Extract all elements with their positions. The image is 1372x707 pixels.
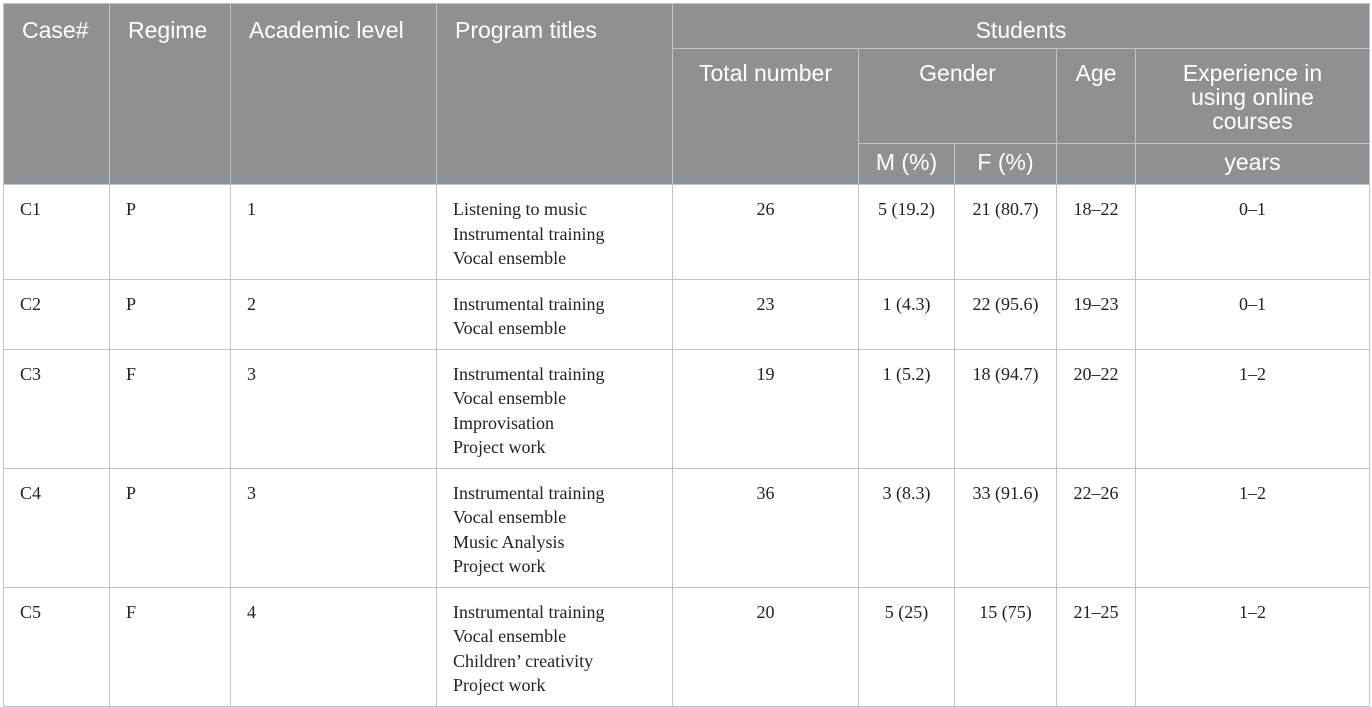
header-row-1: Case# Regime Academic level Program titl…: [3, 3, 1370, 185]
cell-age: 20–22: [1056, 348, 1136, 469]
cell-case: C4: [3, 467, 110, 588]
header-experience-label: Experience in using online courses: [1182, 60, 1323, 134]
program-title: Instrumental training: [453, 363, 605, 384]
cell-total: 26: [672, 184, 859, 280]
cell-programs: Instrumental training Vocal ensemble Chi…: [436, 586, 673, 707]
cell-level: 1: [230, 184, 437, 280]
cell-regime: F: [109, 348, 231, 469]
cell-regime: P: [109, 184, 231, 280]
cell-case: C3: [3, 348, 110, 469]
cell-programs: Listening to music Instrumental training…: [436, 184, 673, 280]
header-age-unit: [1056, 143, 1136, 185]
table-row: C2 P 2 Instrumental training Vocal ensem…: [3, 278, 1370, 350]
cell-case: C5: [3, 586, 110, 707]
table-body: C1 P 1 Listening to music Instrumental t…: [3, 184, 1370, 707]
cell-male: 1 (5.2): [858, 348, 955, 469]
cases-table: Case# Regime Academic level Program titl…: [3, 3, 1370, 707]
cell-programs: Instrumental training Vocal ensemble Imp…: [436, 348, 673, 469]
program-title: Children’ creativity: [453, 650, 594, 671]
header-female-pct: F (%): [954, 143, 1057, 185]
cell-total: 23: [672, 278, 859, 350]
program-title: Project work: [453, 675, 546, 695]
header-experience: Experience in using online courses: [1135, 48, 1370, 144]
header-male-pct: M (%): [858, 143, 955, 185]
header-case: Case#: [3, 3, 110, 185]
cell-total: 36: [672, 467, 859, 588]
cell-level: 3: [230, 467, 437, 588]
cell-age: 19–23: [1056, 278, 1136, 350]
header-row-3: M (%) F (%) years: [4, 143, 1370, 185]
table-row: C4 P 3 Instrumental training Vocal ensem…: [3, 467, 1370, 588]
cell-regime: F: [109, 586, 231, 707]
program-title: Instrumental training: [453, 293, 605, 314]
cell-female: 15 (75): [954, 586, 1057, 707]
header-academic-level: Academic level: [230, 3, 437, 185]
program-title: Vocal ensemble: [453, 388, 567, 408]
program-title: Instrumental training: [453, 482, 605, 503]
table-row: C5 F 4 Instrumental training Vocal ensem…: [3, 586, 1370, 707]
table-header: Case# Regime Academic level Program titl…: [3, 3, 1370, 185]
cell-experience: 1–2: [1135, 348, 1370, 469]
cell-female: 33 (91.6): [954, 467, 1057, 588]
header-years: years: [1135, 143, 1370, 185]
cell-experience: 1–2: [1135, 586, 1370, 707]
program-title: Instrumental training: [453, 223, 605, 244]
cell-level: 4: [230, 586, 437, 707]
program-title: Vocal ensemble: [453, 318, 567, 338]
cell-total: 20: [672, 586, 859, 707]
program-title: Listening to music: [453, 199, 587, 219]
header-total-number: Total number: [672, 48, 859, 185]
cell-experience: 0–1: [1135, 278, 1370, 350]
cell-experience: 1–2: [1135, 467, 1370, 588]
header-gender: Gender: [858, 48, 1057, 144]
cell-male: 5 (19.2): [858, 184, 955, 280]
header-age: Age: [1056, 48, 1136, 144]
cell-experience: 0–1: [1135, 184, 1370, 280]
program-title: Vocal ensemble: [453, 248, 567, 268]
cell-female: 21 (80.7): [954, 184, 1057, 280]
cell-programs: Instrumental training Vocal ensemble: [436, 278, 673, 350]
program-title: Instrumental training: [453, 601, 605, 622]
header-row-2: Total number Gender Age Experience in us…: [4, 48, 1370, 185]
cell-female: 22 (95.6): [954, 278, 1057, 350]
cell-male: 5 (25): [858, 586, 955, 707]
cell-programs: Instrumental training Vocal ensemble Mus…: [436, 467, 673, 588]
table-row: C1 P 1 Listening to music Instrumental t…: [3, 184, 1370, 280]
cell-case: C1: [3, 184, 110, 280]
cell-regime: P: [109, 467, 231, 588]
header-program-titles: Program titles: [436, 3, 673, 185]
program-title: Improvisation: [453, 412, 554, 433]
program-title: Music Analysis: [453, 531, 565, 552]
cell-case: C2: [3, 278, 110, 350]
header-regime: Regime: [109, 3, 231, 185]
cell-level: 2: [230, 278, 437, 350]
cell-regime: P: [109, 278, 231, 350]
cell-total: 19: [672, 348, 859, 469]
program-title: Project work: [453, 437, 546, 457]
header-students: Students: [672, 3, 1370, 49]
program-title: Project work: [453, 556, 546, 576]
cell-male: 3 (8.3): [858, 467, 955, 588]
cell-male: 1 (4.3): [858, 278, 955, 350]
program-title: Vocal ensemble: [453, 626, 567, 646]
cell-age: 18–22: [1056, 184, 1136, 280]
cell-female: 18 (94.7): [954, 348, 1057, 469]
cell-age: 21–25: [1056, 586, 1136, 707]
cell-level: 3: [230, 348, 437, 469]
program-title: Vocal ensemble: [453, 507, 567, 527]
table-row: C3 F 3 Instrumental training Vocal ensem…: [3, 348, 1370, 469]
cell-age: 22–26: [1056, 467, 1136, 588]
